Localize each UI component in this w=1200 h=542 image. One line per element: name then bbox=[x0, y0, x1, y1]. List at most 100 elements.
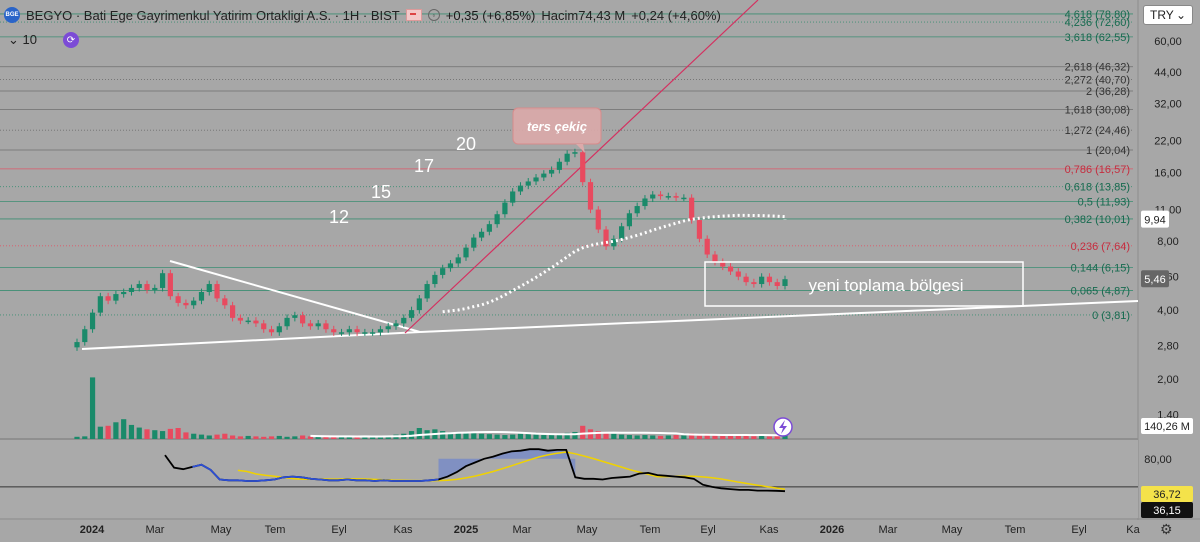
fib-level-label: 3,618 (62,55) bbox=[1065, 32, 1130, 44]
candle-body bbox=[440, 268, 446, 275]
candle-body bbox=[759, 276, 765, 285]
volume-bar bbox=[268, 436, 275, 439]
volume-bar bbox=[105, 425, 111, 439]
x-tick-label: 2024 bbox=[80, 524, 105, 536]
volume-bar bbox=[292, 436, 298, 439]
candle-body bbox=[128, 287, 135, 292]
candle-body bbox=[572, 152, 578, 154]
volume-bar bbox=[300, 435, 306, 439]
volume-bar bbox=[564, 432, 570, 439]
volume-bar bbox=[603, 432, 609, 439]
x-tick-label: Kas bbox=[394, 524, 413, 536]
volume-bar bbox=[642, 435, 648, 439]
indicator-b-badge-bg bbox=[1141, 502, 1193, 518]
candle-body bbox=[681, 197, 687, 200]
settings-gear-icon[interactable]: ⚙ bbox=[1160, 521, 1173, 537]
candle-body bbox=[743, 276, 749, 283]
interval-selector[interactable]: ⌄ 10 bbox=[8, 32, 37, 48]
volume-bar bbox=[626, 435, 632, 439]
refresh-icon[interactable]: ⟳ bbox=[63, 32, 79, 48]
candle-body bbox=[237, 317, 243, 321]
volume-bar bbox=[572, 431, 578, 439]
y-tick-label: 8,00 bbox=[1157, 236, 1178, 248]
indicator-tick-label: 80,00 bbox=[1144, 454, 1172, 466]
hammer-callout bbox=[512, 107, 602, 145]
candle-body bbox=[393, 323, 399, 327]
candle-body bbox=[564, 153, 570, 162]
volume-bar bbox=[517, 433, 524, 439]
volume-bar bbox=[167, 428, 173, 439]
candle-body bbox=[113, 294, 119, 301]
volume-bar bbox=[253, 436, 259, 439]
x-tick-label: Mar bbox=[879, 524, 898, 536]
fib-level-label: 1,618 (30,08) bbox=[1065, 105, 1130, 117]
candle-body bbox=[541, 173, 547, 178]
candle-body bbox=[556, 161, 562, 170]
candle-body bbox=[432, 274, 438, 285]
triangle-upper-line bbox=[169, 260, 421, 333]
candle-body bbox=[175, 296, 181, 303]
candle-body bbox=[642, 198, 648, 207]
candle-body bbox=[261, 323, 267, 330]
candle-body bbox=[657, 194, 664, 197]
y-tick-label: 2,00 bbox=[1157, 374, 1178, 386]
volume-bar bbox=[541, 435, 547, 439]
candle-body bbox=[517, 185, 524, 192]
candle-body bbox=[704, 238, 710, 255]
volume-bar bbox=[681, 435, 687, 439]
flag-icon[interactable] bbox=[405, 9, 422, 21]
symbol-title[interactable]: BEGYO · Bati Ege Gayrimenkul Yatirim Ort… bbox=[26, 7, 400, 23]
volume-bar bbox=[486, 434, 492, 439]
candle-body bbox=[525, 181, 531, 186]
candle-body bbox=[346, 329, 352, 333]
candle-body bbox=[401, 317, 407, 324]
moving-average-line bbox=[442, 213, 787, 314]
candle-body bbox=[751, 282, 757, 285]
candle-body bbox=[276, 326, 282, 333]
candle-body bbox=[408, 310, 415, 318]
indicator-blue-segment bbox=[192, 463, 439, 482]
x-tick-label: Eyl bbox=[700, 524, 715, 536]
volume-bar bbox=[89, 377, 96, 439]
candle-body bbox=[720, 261, 726, 267]
x-tick-label: Tem bbox=[265, 524, 286, 536]
candle-body bbox=[284, 317, 290, 327]
fib-level-label: 0,144 (6,15) bbox=[1071, 262, 1130, 274]
candle-body bbox=[626, 213, 632, 227]
currency-selector[interactable]: TRY ⌄ bbox=[1143, 5, 1193, 25]
lightning-bolt-icon bbox=[779, 420, 787, 434]
x-tick-label: 2025 bbox=[454, 524, 478, 536]
candle-body bbox=[510, 191, 516, 203]
volume-bar bbox=[144, 429, 150, 439]
candle-body bbox=[580, 152, 586, 183]
volume-bar bbox=[245, 435, 251, 439]
candle-body bbox=[727, 266, 734, 272]
y-tick-label: 60,00 bbox=[1154, 36, 1182, 48]
volume-ma-line bbox=[310, 431, 785, 438]
volume-bar bbox=[230, 435, 236, 439]
candle-body bbox=[307, 323, 314, 327]
volume-bar bbox=[548, 435, 555, 439]
volume-bar bbox=[136, 427, 142, 439]
y-tick-label: 16,00 bbox=[1154, 167, 1182, 179]
candle-body bbox=[447, 263, 454, 269]
fib-level-label: 0,236 (7,64) bbox=[1071, 241, 1130, 253]
x-tick-label: 2026 bbox=[820, 524, 844, 536]
eye-icon[interactable]: ◦ bbox=[427, 9, 440, 21]
candle-body bbox=[268, 329, 275, 333]
candle-body bbox=[230, 305, 236, 318]
candle-body bbox=[222, 298, 228, 306]
volume-change: +0,24 (+4,60%) bbox=[631, 7, 721, 23]
candle-body bbox=[782, 279, 788, 286]
volume-bar bbox=[284, 436, 290, 439]
volume-bar bbox=[338, 436, 345, 439]
x-tick-label: Mar bbox=[146, 524, 165, 536]
ma-value-badge-bg bbox=[1141, 210, 1169, 228]
candle-body bbox=[89, 312, 96, 330]
volume-bar bbox=[346, 436, 352, 439]
candle-body bbox=[82, 329, 88, 343]
volume-value-badge: 140,26 M bbox=[1144, 421, 1190, 433]
candle-body bbox=[494, 214, 500, 225]
volume-bar bbox=[471, 433, 477, 439]
